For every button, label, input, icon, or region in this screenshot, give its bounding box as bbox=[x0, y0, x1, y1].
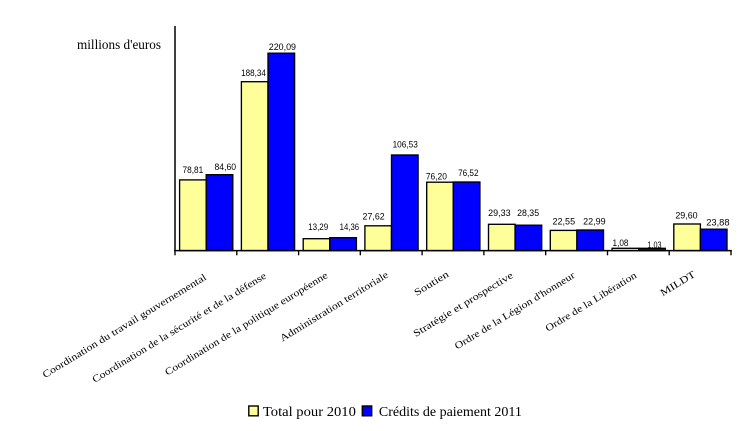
svg-text:78,81: 78,81 bbox=[183, 165, 204, 176]
svg-text:76,20: 76,20 bbox=[426, 171, 447, 182]
svg-text:106,53: 106,53 bbox=[393, 140, 418, 151]
svg-text:22,99: 22,99 bbox=[583, 217, 606, 228]
svg-text:14,36: 14,36 bbox=[340, 222, 360, 233]
svg-text:27,62: 27,62 bbox=[363, 212, 385, 223]
svg-text:23,88: 23,88 bbox=[706, 218, 729, 229]
svg-text:220,09: 220,09 bbox=[269, 42, 296, 53]
svg-text:Total pour 2010: Total pour 2010 bbox=[263, 405, 356, 420]
svg-text:76,52: 76,52 bbox=[458, 168, 478, 179]
svg-text:29,60: 29,60 bbox=[675, 211, 697, 222]
svg-text:1,03: 1,03 bbox=[648, 240, 662, 251]
svg-text:Crédits de paiement 2011: Crédits de paiement 2011 bbox=[379, 405, 522, 420]
svg-text:84,60: 84,60 bbox=[215, 162, 237, 173]
svg-text:188,34: 188,34 bbox=[241, 68, 266, 79]
svg-text:1,08: 1,08 bbox=[613, 238, 629, 249]
svg-text:millions d'euros: millions d'euros bbox=[77, 38, 161, 53]
svg-text:28,35: 28,35 bbox=[517, 208, 539, 219]
svg-text:13,29: 13,29 bbox=[308, 222, 328, 233]
svg-text:29,33: 29,33 bbox=[488, 208, 511, 219]
svg-text:22,55: 22,55 bbox=[553, 217, 576, 228]
